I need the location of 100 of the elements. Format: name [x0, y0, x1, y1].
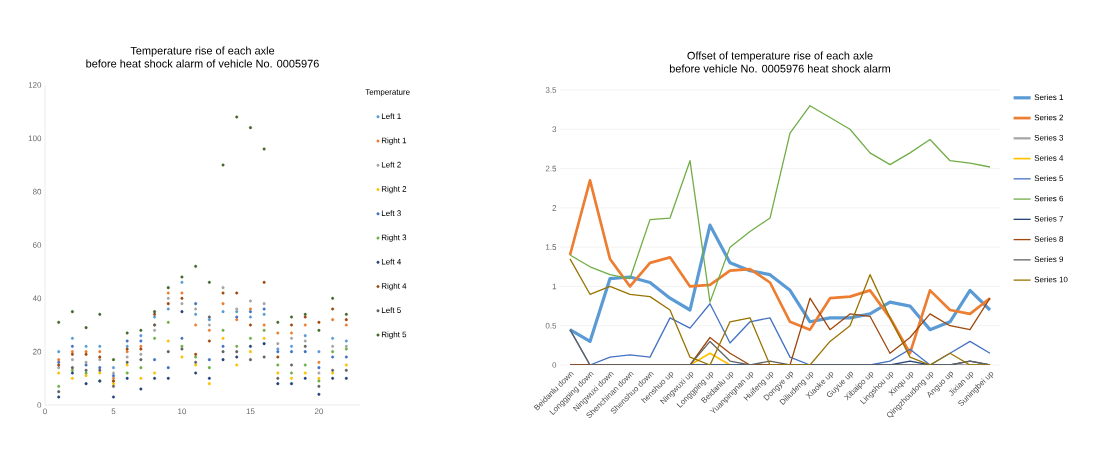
- point: [180, 355, 184, 359]
- point: [221, 350, 225, 354]
- line-series: [568, 179, 992, 355]
- point: [276, 363, 280, 367]
- point: [70, 344, 74, 348]
- point: [153, 371, 157, 375]
- point: [194, 323, 198, 327]
- chart-title: Temperature rise of each axle: [130, 46, 275, 57]
- point: [166, 291, 170, 295]
- point: [331, 296, 335, 300]
- point: [84, 344, 88, 348]
- point: [84, 382, 88, 386]
- chart-title: Offset of temperature rise of each axle: [687, 51, 873, 62]
- point: [194, 312, 198, 316]
- point: [84, 326, 88, 330]
- point: [317, 392, 321, 396]
- point: [235, 363, 239, 367]
- point: [248, 299, 252, 303]
- point: [262, 147, 266, 151]
- point: [262, 312, 266, 316]
- point: [290, 382, 294, 386]
- point: [207, 382, 211, 386]
- point: [221, 344, 225, 348]
- point: [194, 371, 198, 375]
- point: [70, 336, 74, 340]
- point: [317, 320, 321, 324]
- point: [317, 328, 321, 332]
- point: [276, 331, 280, 335]
- point: [262, 280, 266, 284]
- point: [303, 376, 307, 380]
- point: [194, 302, 198, 306]
- point: [57, 350, 61, 354]
- point: [317, 371, 321, 375]
- point: [248, 336, 252, 340]
- point: [248, 358, 252, 362]
- point: [57, 390, 61, 394]
- point: [317, 384, 321, 388]
- point: [262, 355, 266, 359]
- point: [290, 363, 294, 367]
- point: [344, 355, 348, 359]
- point: [139, 376, 143, 380]
- chart-subtitle: before vehicle No. 0005976 heat shock alarm: [669, 64, 891, 73]
- point: [235, 355, 239, 359]
- point: [331, 336, 335, 340]
- point: [153, 328, 157, 332]
- point: [221, 302, 225, 306]
- point: [139, 366, 143, 370]
- point: [139, 387, 143, 391]
- point: [276, 376, 280, 380]
- point: [111, 366, 115, 370]
- point: [276, 320, 280, 324]
- point: [180, 291, 184, 295]
- point: [303, 371, 307, 375]
- point: [331, 376, 335, 380]
- point: [194, 307, 198, 311]
- point: [207, 358, 211, 362]
- point: [344, 318, 348, 322]
- point: [207, 280, 211, 284]
- point: [344, 323, 348, 327]
- point: [111, 395, 115, 399]
- point: [235, 350, 239, 354]
- point: [98, 312, 102, 316]
- point: [70, 376, 74, 380]
- point: [221, 291, 225, 295]
- point: [139, 358, 143, 362]
- point: [303, 323, 307, 327]
- point: [248, 344, 252, 348]
- point: [262, 342, 266, 346]
- point: [166, 296, 170, 300]
- point: [180, 296, 184, 300]
- point: [207, 339, 211, 343]
- point: [125, 376, 129, 380]
- point: [207, 366, 211, 370]
- point: [276, 342, 280, 346]
- point: [248, 323, 252, 327]
- point: [166, 320, 170, 324]
- point: [290, 344, 294, 348]
- point: [166, 339, 170, 343]
- point: [125, 339, 129, 343]
- point: [153, 358, 157, 362]
- point: [290, 371, 294, 375]
- point: [139, 339, 143, 343]
- point: [262, 328, 266, 332]
- point: [166, 366, 170, 370]
- point: [194, 264, 198, 268]
- point: [317, 360, 321, 364]
- point: [207, 323, 211, 327]
- point: [290, 323, 294, 327]
- point: [221, 163, 225, 167]
- point: [125, 355, 129, 359]
- point: [166, 307, 170, 311]
- point: [344, 363, 348, 367]
- point: [125, 371, 129, 375]
- point: [262, 307, 266, 311]
- point: [166, 302, 170, 306]
- point: [139, 334, 143, 338]
- point: [303, 339, 307, 343]
- point: [57, 371, 61, 375]
- point: [344, 368, 348, 372]
- point: [139, 352, 143, 356]
